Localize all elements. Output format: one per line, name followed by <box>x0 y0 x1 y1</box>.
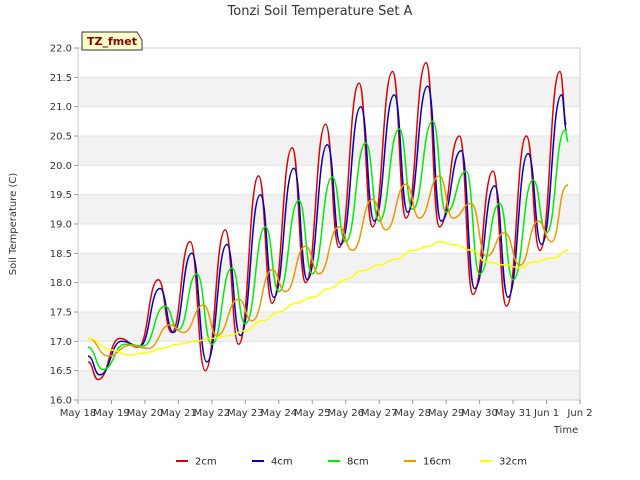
x-axis-title: Time <box>553 425 578 436</box>
y-tick-label: 21.0 <box>50 102 72 113</box>
grid-bands <box>78 47 580 401</box>
series-line-8cm <box>87 120 570 371</box>
y-axis: 16.0 16.5 17.0 17.5 18.0 18.5 19.0 19.5 20.0 20.5… <box>50 44 78 407</box>
y-tick-label: 16.0 <box>50 396 72 407</box>
legend-label-32cm: 32cm <box>499 457 527 468</box>
x-tick-label: May 23 <box>227 408 264 419</box>
x-tick-label: May 31 <box>495 408 532 419</box>
x-tick-label: May 25 <box>294 408 331 419</box>
y-tick-label: 20.5 <box>50 132 72 143</box>
y-tick-label: 16.5 <box>50 366 72 377</box>
grid-band <box>78 77 580 107</box>
series-line-4cm <box>87 85 568 376</box>
x-tick-label: May 24 <box>261 408 298 419</box>
series-layer <box>87 61 570 381</box>
y-tick-label: 22.0 <box>50 44 72 55</box>
grid-band <box>78 194 580 224</box>
grid-band <box>78 106 580 136</box>
legend-label-8cm: 8cm <box>347 457 369 468</box>
legend-label-2cm: 2cm <box>195 457 217 468</box>
grid-band <box>78 370 580 400</box>
y-tick-label: 20.0 <box>50 161 72 172</box>
grid-band <box>78 341 580 371</box>
y-tick-label: 17.0 <box>50 337 72 348</box>
x-tick-label: May 19 <box>93 408 130 419</box>
legend-label-16cm: 16cm <box>423 457 451 468</box>
x-tick-label: May 29 <box>428 408 465 419</box>
x-tick-label: May 30 <box>461 408 498 419</box>
legend: 2cm 4cm 8cm 16cm 32cm <box>176 457 527 468</box>
x-tick-label: May 26 <box>327 408 364 419</box>
x-tick-label: May 21 <box>160 408 197 419</box>
y-axis-title: Soil Temperature (C) <box>8 173 19 276</box>
chart-title: Tonzi Soil Temperature Set A <box>227 4 413 19</box>
y-tick-label: 19.5 <box>50 190 72 201</box>
x-tick-label: May 20 <box>127 408 164 419</box>
x-tick-label: May 18 <box>60 408 97 419</box>
y-tick-label: 18.5 <box>50 249 72 260</box>
tag-box: TZ_fmet <box>81 31 143 51</box>
grid-band <box>78 253 580 283</box>
y-tick-label: 21.5 <box>50 73 72 84</box>
y-tick-label: 19.0 <box>50 220 72 231</box>
grid-band <box>78 312 580 342</box>
tag-box-shape <box>81 31 143 51</box>
legend-label-4cm: 4cm <box>271 457 293 468</box>
series-line-32cm <box>87 240 569 356</box>
tag-label: TZ_fmet <box>87 35 137 48</box>
y-tick-label: 18.0 <box>50 278 72 289</box>
y-tick-label: 17.5 <box>50 308 72 319</box>
x-tick-label: May 22 <box>194 408 231 419</box>
x-tick-label: Jun 1 <box>533 408 559 419</box>
grid-band <box>78 48 580 78</box>
x-tick-label: May 27 <box>361 408 398 419</box>
x-tick-label: Jun 2 <box>566 408 592 419</box>
series-line-16cm <box>87 175 569 357</box>
x-tick-label: May 28 <box>394 408 431 419</box>
series-line-2cm <box>87 61 568 381</box>
